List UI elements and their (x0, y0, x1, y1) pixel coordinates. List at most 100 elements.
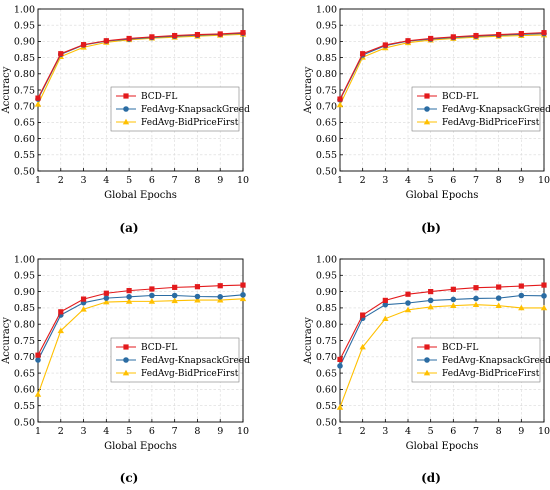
x-tick-label: 2 (58, 426, 64, 437)
y-tick-label: 0.65 (14, 118, 35, 129)
data-point (359, 343, 366, 350)
data-point (125, 298, 133, 304)
data-point (450, 302, 457, 309)
y-tick-label: 0.90 (14, 37, 35, 48)
data-point (126, 294, 132, 300)
legend-marker (424, 106, 430, 112)
legend-label: FedAvg-BidPriceFirst (141, 369, 239, 379)
data-point (428, 289, 434, 295)
x-axis-label: Global Epochs (406, 190, 479, 201)
x-tick-label: 3 (382, 426, 388, 437)
data-point (541, 30, 547, 36)
legend: BCD-FL FedAvg-KnapsackGreed FedAvg-BidPric… (110, 86, 250, 132)
series-line (37, 32, 244, 99)
data-point (518, 292, 525, 299)
x-tick-label: 5 (428, 175, 434, 186)
y-tick-label: 0.75 (14, 85, 35, 96)
data-point (495, 295, 502, 301)
data-point (518, 31, 524, 37)
y-tick-label: 0.90 (316, 287, 337, 298)
x-tick-label: 1 (337, 426, 343, 437)
data-point (103, 295, 110, 301)
data-point (337, 363, 343, 369)
legend-marker (123, 344, 129, 350)
x-tick-label: 1 (337, 175, 343, 186)
x-tick-label: 7 (172, 175, 178, 186)
data-point (427, 297, 434, 304)
x-tick-label: 4 (103, 175, 109, 186)
x-tick-label: 8 (194, 175, 200, 186)
data-point (80, 306, 87, 312)
data-point (240, 282, 246, 288)
x-tick-label: 2 (58, 175, 64, 186)
series-line (339, 34, 545, 106)
series-line (339, 33, 545, 100)
data-point (34, 101, 42, 107)
x-tick-label: 9 (217, 175, 223, 186)
y-tick-label: 0.80 (316, 320, 337, 331)
data-point (382, 301, 389, 308)
x-tick-label: 6 (149, 175, 155, 186)
x-tick-label: 10 (538, 426, 550, 437)
x-tick-label: 7 (473, 175, 479, 186)
data-point (336, 404, 344, 410)
data-point (472, 301, 480, 308)
data-point (518, 283, 524, 289)
chart-panel: 0.50 0.55 0.60 0.65 0.70 0.75 0.80 0.85 0.90 0.95… (1, 254, 250, 485)
series-line (339, 284, 545, 360)
legend-label: FedAvg-KnapsackGreed (141, 105, 250, 115)
y-tick-label: 0.80 (14, 320, 35, 331)
y-tick-label: 0.60 (316, 385, 337, 396)
y-tick-label: 0.55 (14, 401, 35, 412)
data-point (148, 298, 156, 304)
data-point (80, 42, 87, 48)
data-point (428, 35, 434, 42)
x-tick-label: 6 (450, 426, 456, 437)
x-axis-label: Global Epochs (406, 441, 479, 452)
data-point (239, 295, 247, 302)
x-tick-label: 2 (360, 175, 366, 186)
y-tick-label: 0.95 (14, 21, 35, 32)
legend-marker (122, 118, 130, 125)
x-tick-label: 10 (237, 426, 249, 437)
y-tick-label: 0.65 (316, 368, 337, 379)
y-tick-label: 0.60 (14, 385, 35, 396)
data-point (149, 34, 155, 40)
chart-panel: 0.50 0.55 0.60 0.65 0.70 0.75 0.80 0.85 0.90 0.95… (303, 4, 550, 235)
y-axis-label: Accuracy (1, 317, 12, 365)
data-point (58, 51, 64, 57)
data-point (495, 302, 502, 309)
y-tick-label: 0.95 (316, 271, 337, 282)
legend-marker (424, 344, 430, 350)
data-point (541, 282, 547, 288)
y-tick-label: 0.90 (14, 287, 35, 298)
data-point (171, 292, 178, 299)
y-tick-label: 0.70 (14, 352, 35, 363)
x-tick-label: 6 (149, 426, 155, 437)
y-tick-label: 0.55 (316, 150, 337, 161)
y-tick-label: 0.60 (14, 134, 35, 145)
data-point (382, 297, 388, 304)
legend-label: FedAvg-BidPriceFirst (442, 118, 540, 128)
data-point (541, 293, 547, 299)
legend-marker (123, 106, 129, 112)
data-point (540, 304, 548, 311)
panel-caption: (d) (421, 471, 441, 485)
legend: BCD-FL FedAvg-KnapsackGreed FedAvg-BidPric… (411, 337, 550, 383)
data-point (194, 284, 201, 290)
y-tick-label: 0.70 (14, 102, 35, 113)
data-point (404, 306, 412, 313)
x-tick-label: 4 (103, 426, 109, 437)
data-point (149, 292, 155, 299)
legend-label: FedAvg-KnapsackGreed (442, 356, 550, 366)
legend-label: BCD-FL (141, 92, 177, 102)
y-tick-label: 0.70 (316, 102, 337, 113)
x-axis-label: Global Epochs (104, 190, 177, 201)
data-point (337, 356, 343, 363)
data-point (80, 296, 87, 302)
x-tick-label: 2 (360, 426, 366, 437)
legend-marker (424, 357, 430, 363)
legend-marker (123, 93, 129, 99)
y-tick-label: 0.50 (316, 417, 337, 428)
data-point (336, 101, 344, 108)
